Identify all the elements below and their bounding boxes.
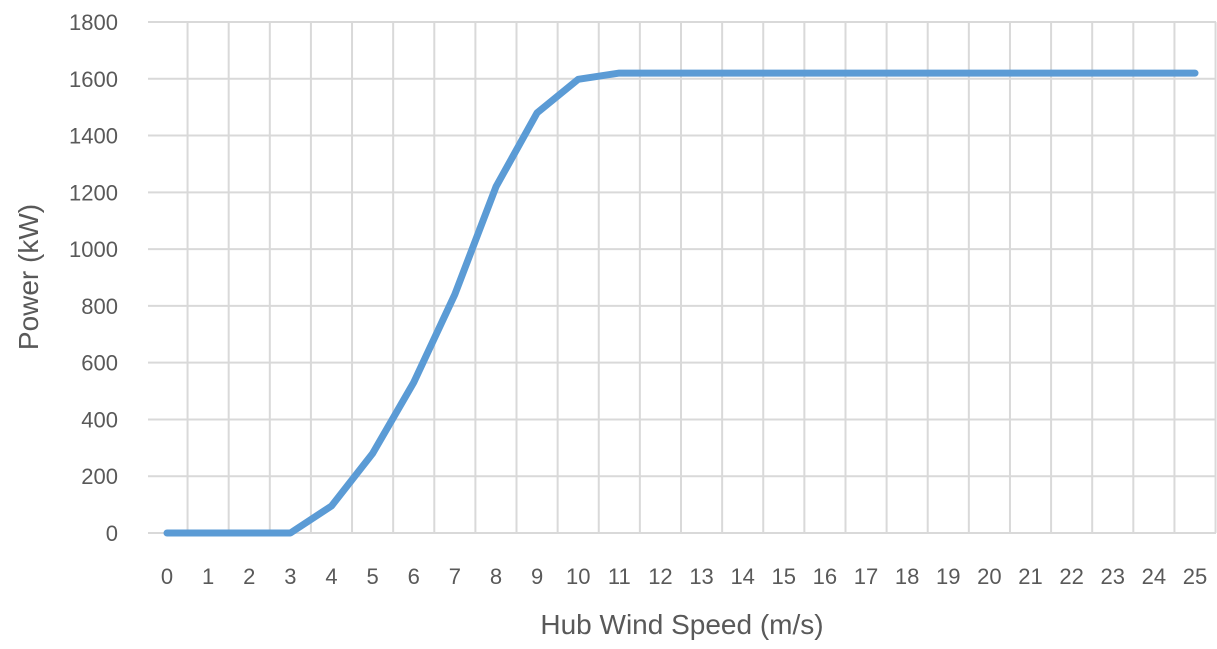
- y-tick-label: 0: [106, 521, 118, 546]
- x-tick-label: 9: [531, 564, 543, 589]
- y-tick-label: 1800: [69, 10, 118, 35]
- x-tick-label: 5: [366, 564, 378, 589]
- x-tick-label: 23: [1101, 564, 1125, 589]
- x-tick-label: 17: [854, 564, 878, 589]
- y-tick-label: 400: [81, 407, 118, 432]
- x-tick-label: 15: [772, 564, 796, 589]
- y-tick-label: 1600: [69, 67, 118, 92]
- x-tick-label: 6: [408, 564, 420, 589]
- y-tick-label: 1000: [69, 237, 118, 262]
- x-tick-label: 11: [608, 564, 631, 589]
- x-tick-label: 18: [895, 564, 919, 589]
- y-tick-label: 1200: [69, 180, 118, 205]
- x-tick-label: 25: [1183, 564, 1207, 589]
- y-tick-label: 800: [81, 294, 118, 319]
- x-tick-label: 21: [1018, 564, 1042, 589]
- x-tick-label: 16: [813, 564, 837, 589]
- y-tick-label: 200: [81, 464, 118, 489]
- x-tick-label: 0: [161, 564, 173, 589]
- x-tick-label: 1: [202, 564, 214, 589]
- x-tick-label: 12: [648, 564, 672, 589]
- x-tick-label: 19: [936, 564, 960, 589]
- x-tick-label: 8: [490, 564, 502, 589]
- x-tick-label: 4: [325, 564, 337, 589]
- y-tick-label: 600: [81, 351, 118, 376]
- x-tick-label: 2: [243, 564, 255, 589]
- x-tick-label: 20: [977, 564, 1001, 589]
- x-tick-label: 10: [566, 564, 590, 589]
- x-tick-label: 13: [689, 564, 713, 589]
- x-tick-label: 3: [284, 564, 296, 589]
- x-tick-label: 24: [1142, 564, 1166, 589]
- grid: [148, 22, 1216, 533]
- x-tick-label: 22: [1059, 564, 1083, 589]
- x-tick-label: 7: [449, 564, 461, 589]
- y-tick-label: 1400: [69, 124, 118, 149]
- x-tick-label: 14: [730, 564, 754, 589]
- y-axis-ticks: 0 200 400 600 800 1000 1200 1400 1600 1800: [69, 10, 118, 546]
- x-axis-title: Hub Wind Speed (m/s): [540, 609, 823, 640]
- y-axis-title: Power (kW): [13, 204, 44, 350]
